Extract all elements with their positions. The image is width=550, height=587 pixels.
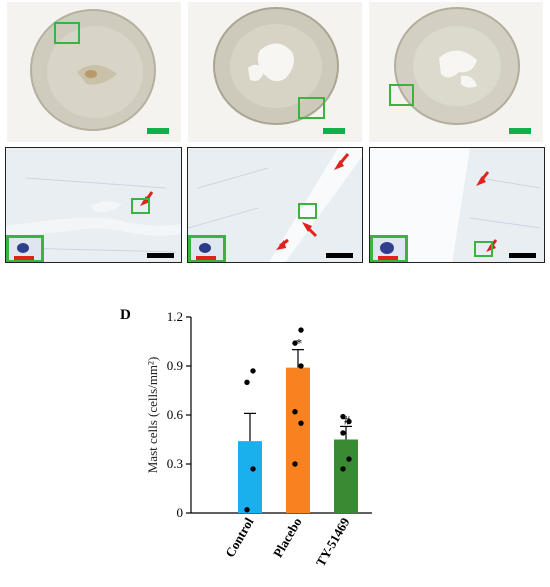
heart-section-c <box>369 2 543 142</box>
category-label-ty-51469: TY-51469 <box>313 515 353 569</box>
panel-label-d: D <box>120 307 131 323</box>
cell-highlight-b <box>298 203 317 219</box>
scale-bar-a <box>147 128 169 134</box>
cell-inset-a <box>6 235 44 262</box>
data-point <box>244 507 250 513</box>
heart-section-b-image <box>213 7 339 125</box>
data-point <box>298 327 304 333</box>
scale-bar-mag-a <box>147 253 174 258</box>
data-point <box>340 466 346 472</box>
cell-inset-b <box>188 235 226 262</box>
category-label-placebo: Placebo <box>270 515 305 560</box>
data-point <box>292 461 298 467</box>
scale-bar-mag-c <box>509 253 536 258</box>
zoom-box-c <box>389 84 414 106</box>
inset-scale-bar-c <box>378 256 398 260</box>
scale-bar-b <box>323 128 345 134</box>
data-point <box>340 430 346 436</box>
scale-bar-c <box>509 128 531 134</box>
y-tick-label: 0 <box>177 505 184 520</box>
category-label-control: Control <box>222 515 257 560</box>
heart-section-a-image <box>30 9 156 131</box>
data-point <box>340 413 346 420</box>
zoom-box-a <box>54 22 80 44</box>
mast-cell-bar-chart: *# 00.30.60.91.2 Control Placebo TY-51469 … <box>145 309 372 569</box>
data-point <box>298 420 304 426</box>
data-point <box>292 340 298 346</box>
heart-section-c-image <box>394 7 520 125</box>
y-axis-label: Mast cells (cells/mm²) <box>145 357 160 474</box>
inset-scale-bar-b <box>196 256 216 260</box>
bar-ty-51469 <box>334 439 358 513</box>
bar-control <box>238 441 262 513</box>
y-tick-label: 1.2 <box>167 309 183 324</box>
chart-category-labels: Control Placebo TY-51469 <box>222 515 353 569</box>
data-point <box>292 409 298 415</box>
magnified-section-a <box>5 147 182 263</box>
magnified-section-b <box>187 147 363 263</box>
y-tick-label: 0.3 <box>167 456 183 471</box>
bar-placebo <box>286 367 310 513</box>
significance-mark: * <box>296 336 303 351</box>
data-point <box>244 379 250 386</box>
scale-bar-mag-b <box>326 253 353 258</box>
significance-mark: # <box>344 412 351 427</box>
data-point <box>250 466 256 472</box>
zoom-box-b <box>298 97 325 119</box>
chart-error-bars <box>244 349 352 442</box>
y-tick-label: 0.9 <box>167 358 183 373</box>
inset-scale-bar-a <box>14 256 34 260</box>
magnified-section-c <box>369 147 545 263</box>
data-point <box>250 368 256 374</box>
magnified-section-c-image <box>370 148 541 262</box>
heart-section-a <box>7 2 181 142</box>
cell-highlight-a <box>131 198 150 214</box>
cell-highlight-c <box>474 241 493 257</box>
heart-section-b <box>188 2 362 142</box>
chart-annotations: *# <box>296 336 351 428</box>
chart-points <box>244 327 352 513</box>
y-tick-label: 0.6 <box>167 407 184 422</box>
chart-tick-labels: 0 0.3 0.6 0.9 1.2 <box>167 309 184 520</box>
cell-inset-c <box>370 235 408 262</box>
chart-bars <box>238 367 358 513</box>
data-point <box>346 418 352 425</box>
data-point <box>346 456 352 462</box>
data-point <box>298 363 304 369</box>
